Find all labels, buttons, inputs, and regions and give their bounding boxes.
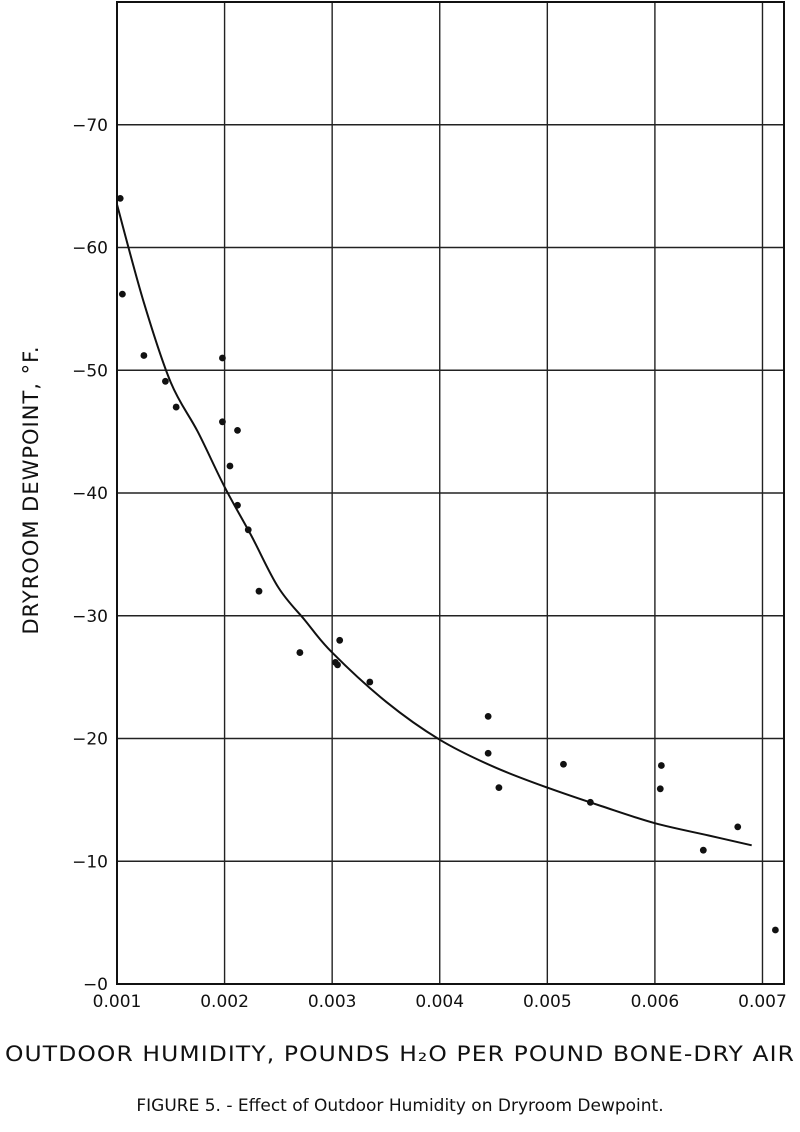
x-tick-label: 0.003: [308, 992, 357, 1012]
x-tick-label: 0.005: [523, 992, 572, 1012]
y-tick-label: −40: [72, 484, 108, 504]
data-point: [234, 426, 241, 434]
x-tick-label: 0.006: [631, 992, 680, 1012]
x-tick-labels: 0.001 0.002 0.003 0.004 0.005 0.006 0.007: [93, 992, 787, 1012]
x-tick-label: 0.007: [738, 992, 787, 1012]
x-tick-label: 0.002: [200, 992, 249, 1012]
data-point: [255, 587, 263, 595]
data-point: [334, 661, 341, 669]
x-tick-label: 0.001: [93, 992, 142, 1012]
y-tick-label: −60: [72, 239, 108, 259]
y-tick-label: −20: [72, 730, 108, 750]
y-tick-label: −10: [72, 852, 108, 872]
y-tick-label: −50: [72, 361, 108, 381]
data-point: [116, 195, 124, 202]
data-point: [296, 649, 304, 656]
y-tick-label: −30: [72, 607, 108, 627]
plot-frame: [116, 1, 785, 985]
data-point: [734, 823, 742, 831]
data-point: [586, 798, 594, 806]
fit-curve-layer: [116, 204, 752, 847]
x-tick-label: 0.004: [415, 992, 464, 1012]
data-point: [172, 403, 180, 411]
data-point: [219, 418, 226, 426]
y-tick-label: −70: [72, 116, 108, 136]
data-point: [219, 354, 226, 362]
data-point: [656, 785, 664, 793]
grid-lines: [116, 2, 784, 985]
data-point: [118, 290, 126, 298]
data-point: [771, 926, 779, 934]
y-tick-label: −0: [83, 975, 108, 995]
fit-curve: [116, 204, 752, 847]
data-point: [657, 762, 665, 769]
figure-caption: FIGURE 5. - Effect of Outdoor Humidity o…: [136, 1096, 663, 1116]
data-point: [336, 636, 344, 644]
data-point: [366, 678, 374, 686]
y-axis-title: DRYROOM DEWPOINT, °F.: [19, 345, 43, 634]
data-point: [699, 846, 707, 854]
data-point: [495, 784, 503, 791]
data-point: [140, 352, 148, 359]
y-tick-labels: −0 −10 −20 −30 −40 −50 −60 −70: [72, 116, 108, 995]
data-point: [226, 462, 234, 470]
data-points-layer: [116, 195, 779, 934]
data-point: [484, 749, 492, 757]
data-point: [560, 760, 567, 768]
data-point: [234, 501, 241, 509]
data-point: [244, 526, 252, 534]
data-point: [162, 377, 169, 385]
x-axis-title: OUTDOOR HUMIDITY, POUNDS H₂O PER POUND B…: [5, 1042, 795, 1066]
data-point: [484, 713, 492, 720]
